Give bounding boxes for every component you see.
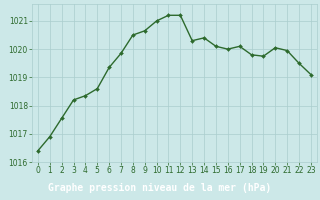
Text: Graphe pression niveau de la mer (hPa): Graphe pression niveau de la mer (hPa) [48,183,272,193]
